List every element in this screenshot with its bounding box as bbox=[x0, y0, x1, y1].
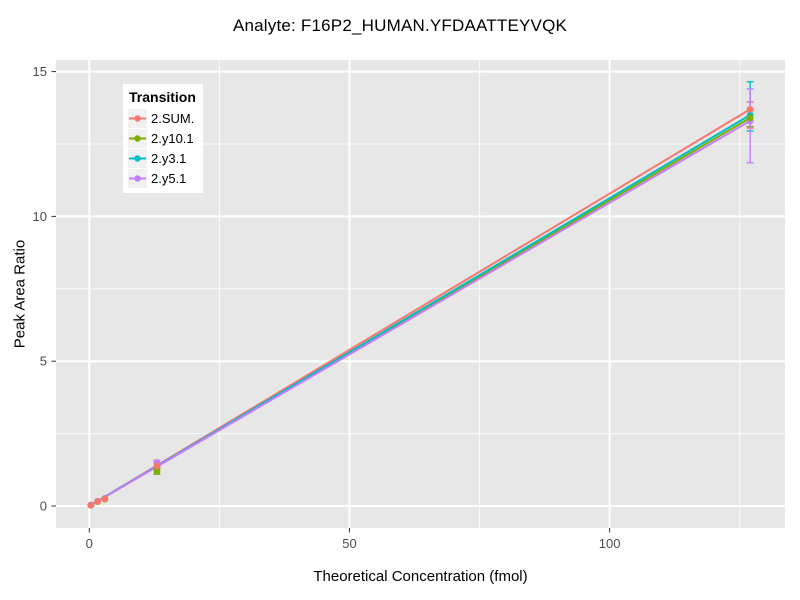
legend-item-label: 2.y10.1 bbox=[151, 130, 194, 146]
x-tick-label: 0 bbox=[86, 536, 93, 551]
data-point bbox=[101, 495, 109, 503]
x-tick-label: 100 bbox=[599, 536, 621, 551]
legend-key-icon bbox=[128, 128, 147, 148]
data-point bbox=[87, 501, 95, 509]
y-tick-label: 5 bbox=[40, 354, 47, 369]
y-tick-label: 0 bbox=[40, 498, 47, 513]
series-line bbox=[90, 119, 751, 506]
legend-item: 2.y5.1 bbox=[128, 168, 196, 188]
y-tick-label: 10 bbox=[33, 209, 47, 224]
data-point bbox=[746, 114, 754, 122]
legend-key-icon bbox=[128, 168, 147, 188]
legend-title: Transition bbox=[129, 89, 196, 105]
data-point bbox=[746, 105, 754, 113]
data-point bbox=[153, 467, 161, 475]
legend-item: 2.y10.1 bbox=[128, 128, 196, 148]
legend: Transition 2.SUM. 2.y10.1 2.y3.1 2.y5.1 bbox=[123, 84, 203, 193]
y-axis-label: Peak Area Ratio bbox=[11, 239, 29, 349]
legend-key-icon bbox=[128, 108, 147, 128]
data-point bbox=[153, 462, 161, 470]
legend-item: 2.y3.1 bbox=[128, 148, 196, 168]
x-axis-label: Theoretical Concentration (fmol) bbox=[313, 568, 528, 585]
chart-title: Analyte: F16P2_HUMAN.YFDAATTEYVQK bbox=[232, 16, 568, 35]
legend-item-label: 2.y5.1 bbox=[151, 170, 187, 186]
legend-item: 2.SUM. bbox=[128, 108, 196, 128]
legend-item-label: 2.SUM. bbox=[151, 110, 195, 126]
legend-item-label: 2.y3.1 bbox=[151, 150, 187, 166]
legend-items: 2.SUM. 2.y10.1 2.y3.1 2.y5.1 bbox=[128, 108, 196, 188]
y-tick-label: 15 bbox=[33, 64, 47, 79]
legend-key-icon bbox=[128, 148, 147, 168]
x-tick-label: 50 bbox=[342, 536, 356, 551]
data-point bbox=[94, 497, 102, 505]
